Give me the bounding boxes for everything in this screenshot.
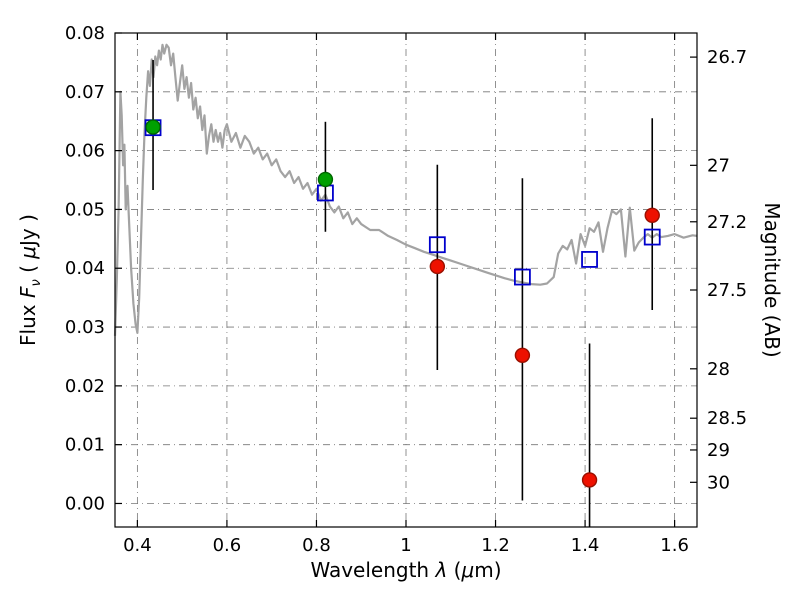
lambda-symbol: λ [435, 558, 448, 582]
model-spectrum-line [113, 43, 698, 336]
flux-tick-label: 0.00 [65, 493, 105, 514]
mu-symbol: μ [461, 558, 475, 582]
red-measurement-point [429, 258, 446, 275]
green-detection-point [145, 119, 161, 135]
flux-tick-label: 0.03 [65, 317, 105, 338]
mu-symbol: μ [16, 245, 40, 259]
model-photometry-square [514, 268, 531, 286]
flux-label-text: Flux [16, 298, 40, 346]
magnitude-tick-label: 27.2 [707, 212, 747, 233]
x-tick-label: 1.2 [481, 535, 510, 556]
model-photometry-square [643, 228, 661, 246]
model-photometry-square [428, 236, 446, 254]
magnitude-tick-label: 27.5 [707, 280, 747, 301]
left-y-axis-label: Flux Fν ( μJy ) [16, 214, 44, 346]
x-tick-label: 0.8 [302, 535, 331, 556]
magnitude-tick-label: 28.5 [707, 408, 747, 429]
red-measurement-point [581, 472, 598, 488]
magnitude-tick-label: 30 [707, 472, 730, 493]
x-tick-label: 0.6 [213, 535, 242, 556]
x-tick-label: 0.4 [123, 535, 152, 556]
flux-tick-label: 0.07 [65, 82, 105, 103]
flux-tick-label: 0.01 [65, 435, 105, 456]
red-measurement-point [514, 347, 531, 363]
flux-tick-label: 0.06 [65, 141, 105, 162]
right-y-axis-label: Magnitude (AB) [760, 202, 784, 358]
green-detection-point [317, 171, 334, 188]
red-measurement-point [644, 207, 660, 224]
x-axis-label-text: Wavelength [310, 558, 436, 582]
x-tick-label: 1.6 [660, 535, 689, 556]
x-axis-label: Wavelength λ (μm) [310, 558, 502, 582]
model-photometry-square [581, 251, 598, 268]
x-tick-label: 1.4 [571, 535, 600, 556]
magnitude-tick-label: 28 [707, 359, 730, 380]
flux-symbol: F [16, 286, 40, 299]
flux-tick-label: 0.04 [65, 258, 105, 279]
nu-subscript: ν [29, 279, 44, 287]
magnitude-tick-label: 26.7 [707, 47, 747, 68]
flux-tick-label: 0.02 [65, 376, 105, 397]
magnitude-tick-label: 29 [707, 440, 730, 461]
flux-tick-label: 0.05 [65, 199, 105, 220]
flux-tick-label: 0.08 [65, 23, 105, 44]
x-tick-label: 1 [400, 535, 411, 556]
magnitude-tick-label: 27 [707, 155, 730, 176]
